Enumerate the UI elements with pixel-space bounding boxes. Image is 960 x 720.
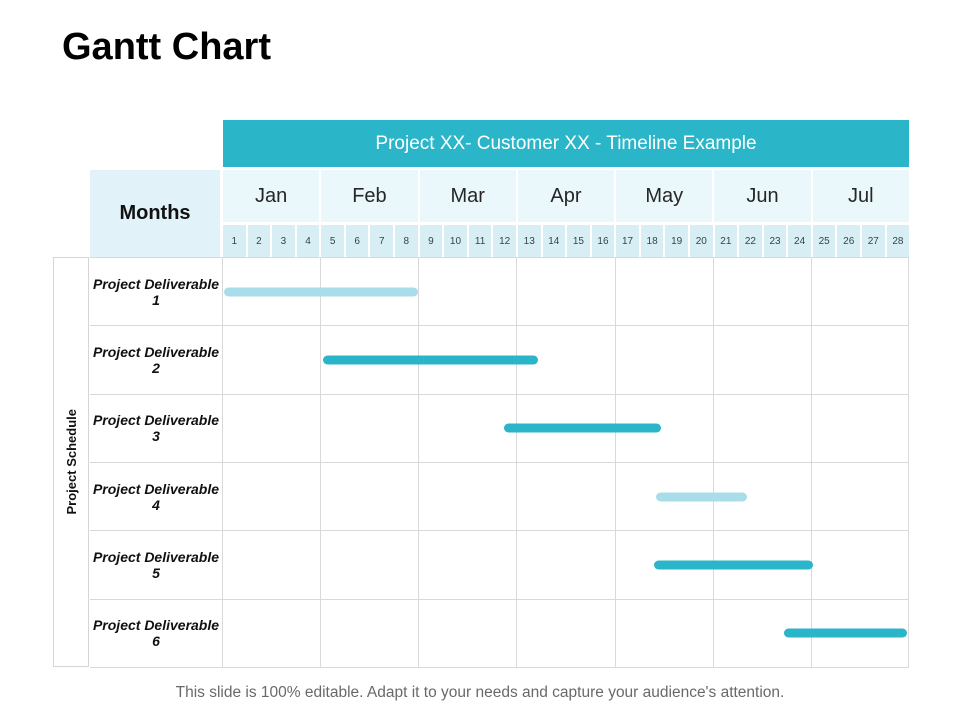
week-number: 24 <box>788 225 811 257</box>
footer-caption: This slide is 100% editable. Adapt it to… <box>175 684 785 701</box>
week-number: 14 <box>542 225 566 257</box>
row-chart <box>222 326 909 393</box>
month-label-feb: Feb <box>321 170 418 222</box>
week-number: 6 <box>345 225 369 257</box>
row-chart <box>222 258 909 325</box>
row-label: Project Deliverable 4 <box>92 480 220 513</box>
row-label: Project Deliverable 6 <box>92 617 220 650</box>
deliverable-row: Project Deliverable 2 <box>90 326 909 395</box>
month-label-mar: Mar <box>419 170 516 222</box>
week-number: 19 <box>665 225 688 257</box>
month-label-jul: Jul <box>812 170 909 222</box>
months-header: Months <box>90 170 220 257</box>
month-label-may: May <box>616 170 713 222</box>
week-number: 9 <box>419 225 443 257</box>
deliverable-row: Project Deliverable 5 <box>90 531 909 600</box>
row-chart <box>222 531 909 598</box>
gantt-bar <box>224 287 419 297</box>
schedule-column: Project Schedule <box>53 257 89 667</box>
week-number: 4 <box>296 225 320 257</box>
week-number: 20 <box>689 225 713 257</box>
month-label-jan: Jan <box>223 170 320 222</box>
week-number: 18 <box>640 225 664 257</box>
week-number: 27 <box>862 225 885 257</box>
deliverable-row: Project Deliverable 1 <box>90 258 909 327</box>
row-chart <box>222 395 909 462</box>
week-number: 11 <box>468 225 492 257</box>
gantt-bar <box>656 492 747 502</box>
week-number: 23 <box>763 225 787 257</box>
gantt-bar <box>322 355 539 365</box>
deliverable-row: Project Deliverable 3 <box>90 395 909 463</box>
week-number: 28 <box>886 225 910 257</box>
schedule-label: Project Schedule <box>63 409 79 515</box>
gantt-body: Project Deliverable 1 Project Deliverable… <box>90 257 909 668</box>
week-number: 22 <box>739 225 762 257</box>
gantt-bar <box>653 560 814 570</box>
gantt-bar <box>504 423 662 433</box>
week-number: 17 <box>616 225 639 257</box>
week-number: 7 <box>370 225 394 257</box>
month-label-apr: Apr <box>517 170 615 222</box>
deliverable-row: Project Deliverable 6 <box>90 600 909 668</box>
week-number: 3 <box>272 225 295 257</box>
month-row: Jan Feb Mar Apr May Jun Jul <box>223 170 909 222</box>
row-label: Project Deliverable 5 <box>92 548 220 581</box>
deliverable-row: Project Deliverable 4 <box>90 463 909 532</box>
row-label: Project Deliverable 1 <box>92 275 220 308</box>
week-number: 1 <box>223 225 246 257</box>
week-number: 2 <box>247 225 271 257</box>
month-label-jun: Jun <box>714 170 811 222</box>
row-chart <box>222 463 909 530</box>
week-number: 26 <box>837 225 861 257</box>
row-label: Project Deliverable 3 <box>92 412 220 445</box>
gantt-bar <box>783 628 907 638</box>
row-chart <box>222 600 909 667</box>
page-title: Gantt Chart <box>62 26 271 68</box>
week-number: 16 <box>591 225 615 257</box>
week-number: 21 <box>714 225 738 257</box>
row-label: Project Deliverable 2 <box>92 343 220 376</box>
week-number: 5 <box>321 225 344 257</box>
week-number: 12 <box>493 225 516 257</box>
week-number: 13 <box>517 225 541 257</box>
week-number: 10 <box>444 225 467 257</box>
week-row: 1 2 3 4 5 6 7 8 9 10 11 12 13 14 15 16 17 18 19 20 21 22 23 24 2… <box>223 225 910 257</box>
week-number: 8 <box>395 225 418 257</box>
week-number: 15 <box>567 225 590 257</box>
timeline-header: Project XX- Customer XX - Timeline Examp… <box>223 120 909 167</box>
week-number: 25 <box>812 225 836 257</box>
